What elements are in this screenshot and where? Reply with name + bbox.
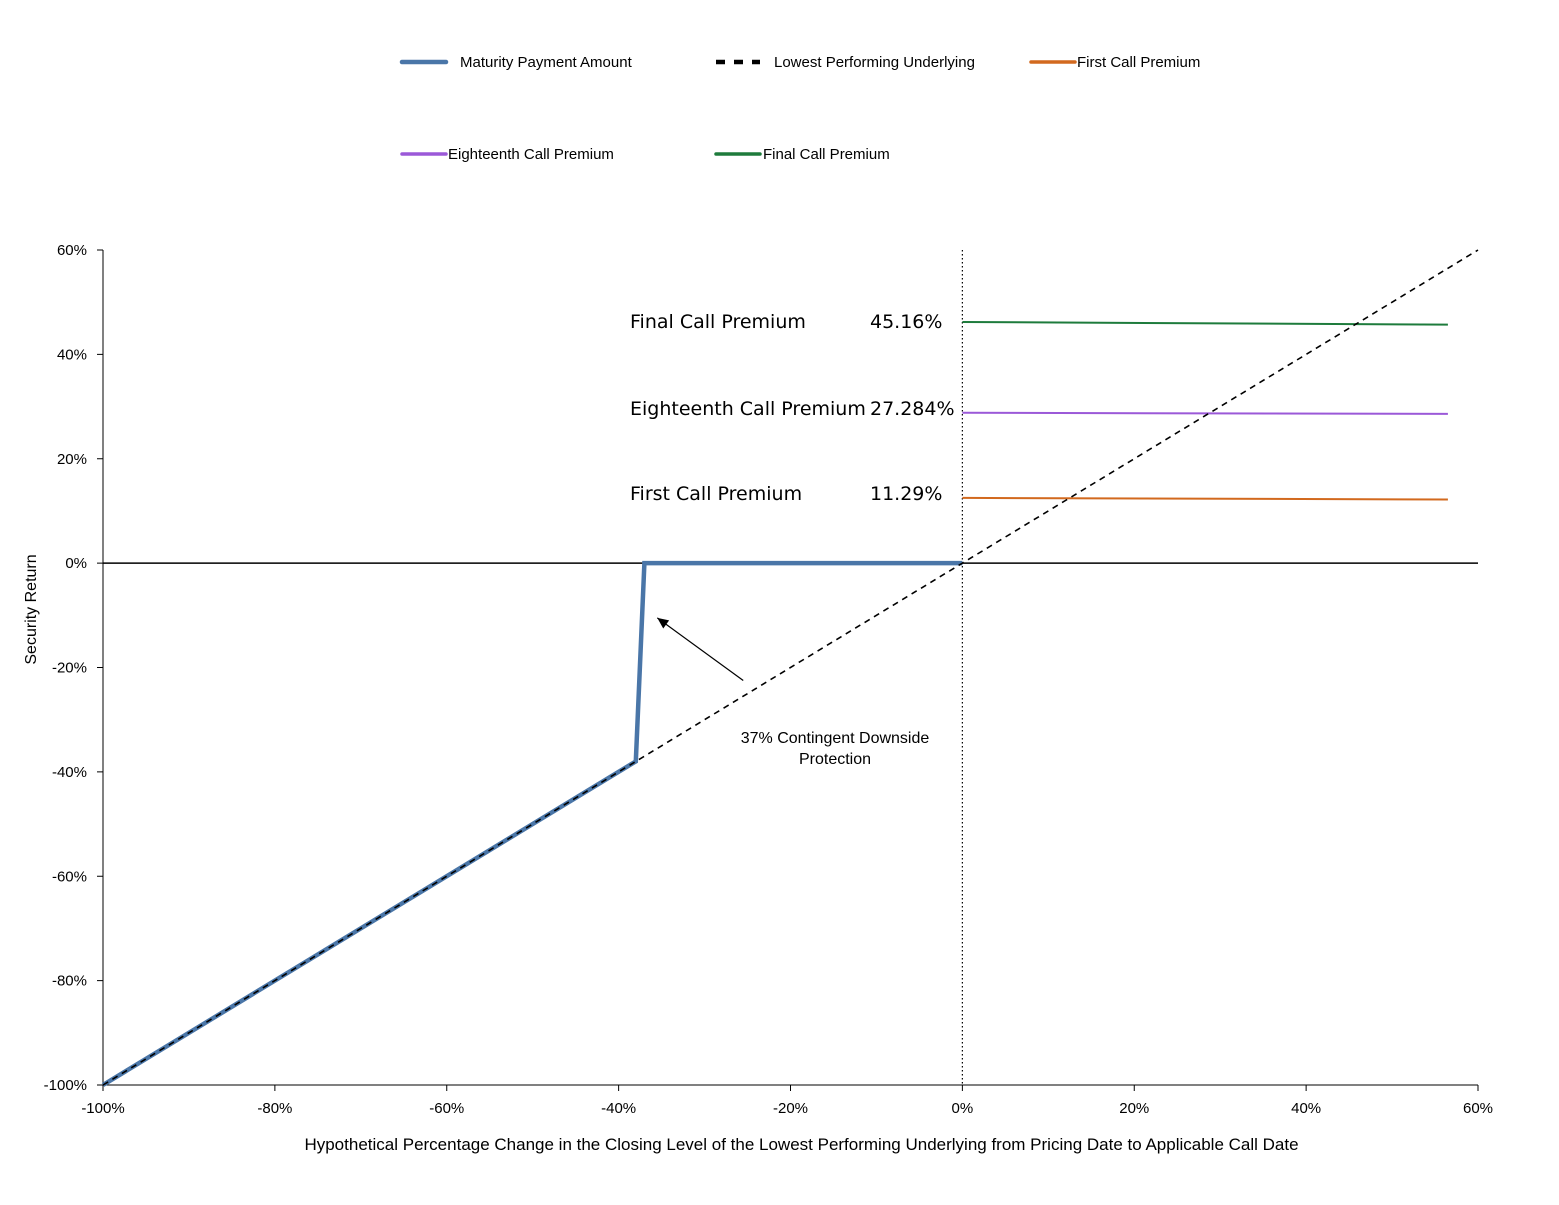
y-axis-title: Security Return [23,554,40,664]
legend-label: First Call Premium [1077,54,1200,71]
series-line-first-call-premium [962,496,1448,501]
series-line-final-call-premium [962,321,1448,326]
annotation-text: Protection [799,751,871,768]
legend-entry: Lowest Performing Underlying [716,54,975,71]
y-tick-label: -20% [52,660,87,677]
x-tick-label: 60% [1463,1100,1493,1117]
legend: Maturity Payment Amount Lowest Performing… [399,54,1200,163]
y-tick-label: 40% [57,346,87,363]
x-tick-label: 40% [1291,1100,1321,1117]
series-line-maturity-payment-amount [101,560,963,1087]
y-tick-label: -100% [44,1077,87,1094]
callout-label: First Call Premium [630,483,802,505]
series-line-lowest-performing-underlying [102,249,1479,1086]
callout-label: Final Call Premium [630,311,806,333]
annotation-arrow-line [656,617,744,682]
callout-value: 11.29% [870,483,942,505]
premium-callout: First Call Premium 11.29% [630,483,942,505]
y-tick-label: 20% [57,451,87,468]
y-tick-label: -60% [52,868,87,885]
premium-callout: Eighteenth Call Premium 27.284% [630,398,955,420]
legend-entry: Final Call Premium [714,146,890,163]
y-tick-label: -80% [52,973,87,990]
premium-callouts: Final Call Premium 45.16% Eighteenth Call … [630,311,955,505]
series-line-eighteenth-call-premium [962,411,1448,415]
legend-entry: First Call Premium [1029,54,1200,71]
x-tick-label: -60% [429,1100,464,1117]
x-tick-label: 0% [952,1100,974,1117]
y-tick-label: -40% [52,764,87,781]
premium-callout: Final Call Premium 45.16% [630,311,942,333]
y-tick-label: 60% [57,242,87,259]
legend-label: Lowest Performing Underlying [774,54,975,71]
legend-label: Maturity Payment Amount [460,54,633,71]
callout-value: 27.284% [870,398,955,420]
annotation: 37% Contingent Downside Protection [656,617,930,768]
x-tick-label: -20% [773,1100,808,1117]
x-tick-label: -40% [601,1100,636,1117]
callout-value: 45.16% [870,311,942,333]
x-axis-title: Hypothetical Percentage Change in the Cl… [304,1135,1298,1154]
callout-label: Eighteenth Call Premium [630,398,866,420]
y-tick-label: 0% [65,555,87,572]
legend-label: Eighteenth Call Premium [448,146,614,163]
x-tick-label: 20% [1119,1100,1149,1117]
x-tick-label: -80% [257,1100,292,1117]
legend-entry: Eighteenth Call Premium [400,146,614,163]
axes: 60% 40% 20% 0% -20% -40% -60% -80% -100% -100% -80… [23,242,1493,1154]
annotation-text: 37% Contingent Downside [741,730,930,747]
legend-entry: Maturity Payment Amount [399,54,633,71]
x-tick-label: -100% [81,1100,124,1117]
legend-label: Final Call Premium [763,146,890,163]
plot-series [101,249,1479,1087]
annotation-arrow-head [657,617,670,629]
